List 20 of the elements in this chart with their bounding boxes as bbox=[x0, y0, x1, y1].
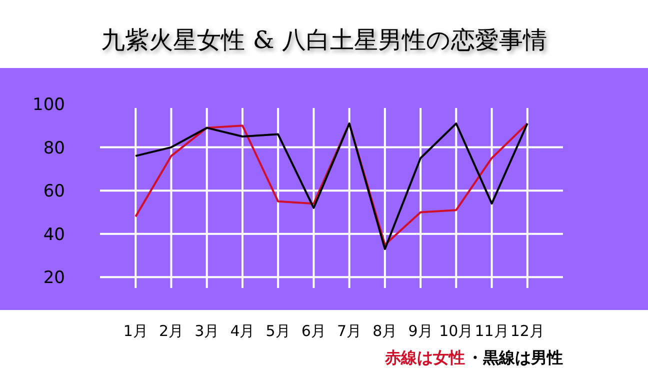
x-tick-label: 3月 bbox=[194, 322, 220, 340]
x-tick-label: 9月 bbox=[408, 322, 433, 340]
x-tick-label: 11月 bbox=[474, 322, 509, 340]
x-tick-label: 8月 bbox=[372, 322, 398, 340]
x-tick-label: 1月 bbox=[123, 322, 148, 340]
x-tick-label: 4月 bbox=[230, 322, 255, 340]
y-tick-label: 60 bbox=[43, 182, 65, 202]
x-tick-label: 6月 bbox=[301, 322, 326, 340]
x-tick-label: 12月 bbox=[510, 322, 544, 340]
x-tick-label: 10月 bbox=[439, 322, 474, 340]
y-tick-label: 80 bbox=[43, 138, 65, 158]
x-tick-label: 2月 bbox=[158, 322, 184, 340]
x-tick-label: 7月 bbox=[337, 322, 362, 340]
x-tick-label: 5月 bbox=[266, 322, 290, 340]
text: 赤線は女性 bbox=[384, 348, 465, 367]
text: ・黒線は男性 bbox=[467, 348, 563, 367]
y-tick-label: 100 bbox=[32, 95, 65, 115]
y-tick-label: 20 bbox=[43, 268, 65, 288]
y-tick-label: 40 bbox=[43, 224, 65, 245]
chart-title: 九紫火星女性 & 八白土星男性の恋愛事情 bbox=[101, 26, 547, 54]
